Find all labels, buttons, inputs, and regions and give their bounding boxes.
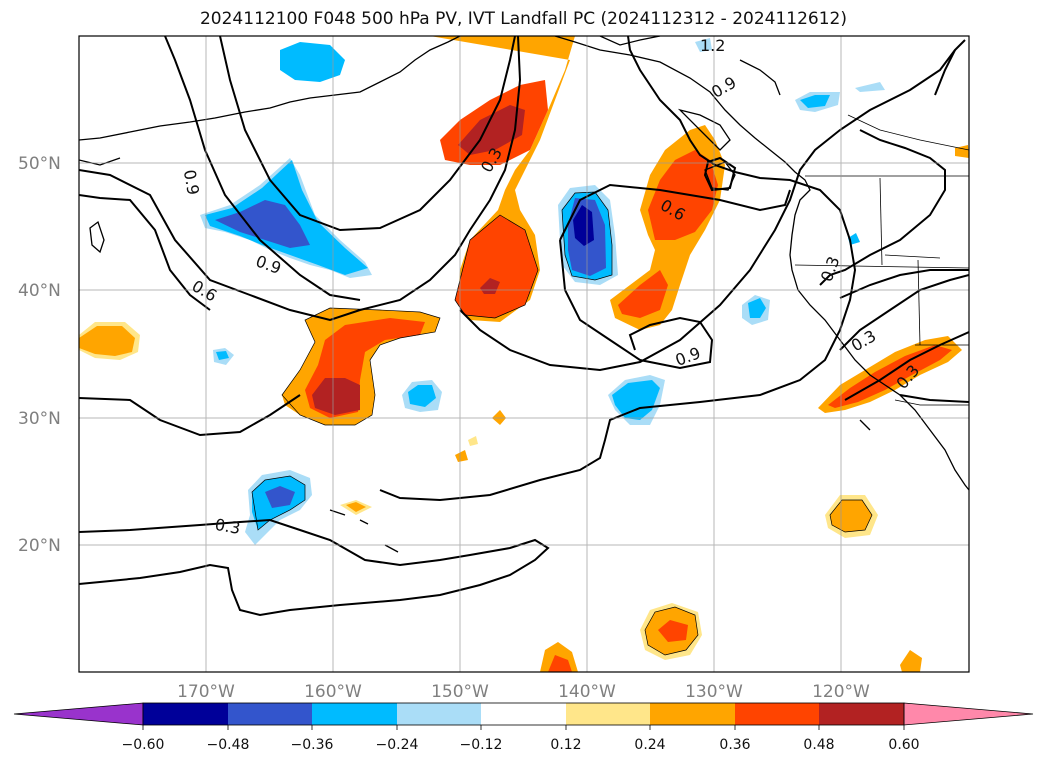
colorbar-tick-label: −0.24 xyxy=(376,737,419,753)
lon-label: 150°W xyxy=(431,682,489,702)
map-title: 2024112100 F048 500 hPa PV, IVT Landfall… xyxy=(199,9,847,29)
lon-label: 130°W xyxy=(685,682,743,702)
colorbar-tick-label: −0.12 xyxy=(460,737,503,753)
contour-label: 0.9 xyxy=(180,168,203,196)
colorbar-tick-label: 0.24 xyxy=(634,737,665,753)
colorbar-tick-label: 0.36 xyxy=(719,737,750,753)
borders xyxy=(794,114,969,406)
colorbar-tick-label: −0.36 xyxy=(291,737,334,753)
colorbar-segment xyxy=(228,703,312,725)
lon-label: 120°W xyxy=(812,682,870,702)
colorbar-segment xyxy=(312,703,397,725)
contour-label: 1.2 xyxy=(700,36,725,55)
map-frame xyxy=(78,35,970,673)
colorbar-extend-high xyxy=(903,702,1034,726)
latitude-labels: 50°N 40°N 30°N 20°N xyxy=(18,154,61,556)
lat-label: 30°N xyxy=(18,409,61,429)
longitude-labels: 170°W 160°W 150°W 140°W 130°W 120°W xyxy=(177,682,870,702)
pv-contours xyxy=(251,191,873,656)
lon-label: 160°W xyxy=(304,682,362,702)
colorbar-tick-label: 0.60 xyxy=(888,737,919,753)
lon-label: 170°W xyxy=(177,682,235,702)
colorbar-segment xyxy=(397,703,481,725)
colorbar-segment xyxy=(143,703,228,725)
lat-label: 50°N xyxy=(18,154,61,174)
colorbar-segment xyxy=(735,703,819,725)
colorbar-segment xyxy=(819,703,904,725)
lat-label: 40°N xyxy=(18,281,61,301)
lat-label: 20°N xyxy=(18,536,61,556)
colorbar-segment xyxy=(566,703,650,725)
ivt-contours xyxy=(79,36,969,617)
colorbar-segment xyxy=(481,703,566,725)
colorbar-segment xyxy=(650,703,735,725)
colorbar: −0.60 −0.48 −0.36 −0.24 −0.12 0.12 0.24 … xyxy=(13,702,1034,753)
gridlines xyxy=(79,36,969,672)
colorbar-tick-label: −0.48 xyxy=(207,737,250,753)
colorbar-tick-label: 0.12 xyxy=(550,737,581,753)
colorbar-tick-label: −0.60 xyxy=(122,737,165,753)
cold-anomaly-top xyxy=(280,42,345,82)
shaded-field xyxy=(79,36,969,672)
colorbar-tick-label: 0.48 xyxy=(803,737,834,753)
lon-label: 140°W xyxy=(558,682,616,702)
colorbar-extend-low xyxy=(13,702,144,726)
contour-label: 0.3 xyxy=(213,515,241,538)
